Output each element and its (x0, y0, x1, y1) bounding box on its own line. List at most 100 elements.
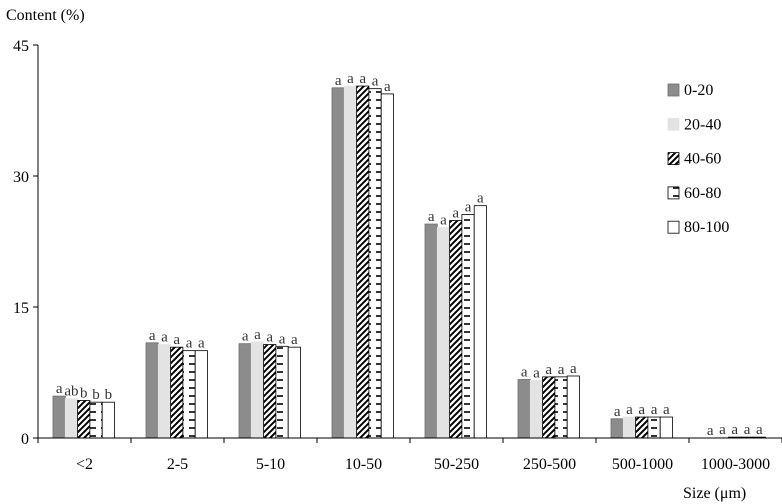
y-tick-label: 15 (13, 300, 29, 317)
significance-letter: b (80, 385, 88, 401)
bar-40-60-2-5 (170, 346, 184, 439)
y-tick-label: 45 (13, 38, 29, 55)
bar-60-80-5-10 (275, 345, 289, 439)
x-tick-label: <2 (76, 456, 93, 473)
significance-letter: a (384, 79, 391, 95)
bar-40-60-250-500 (542, 376, 556, 439)
bar-series-group (52, 85, 766, 439)
bar-20-40-50-250 (436, 227, 450, 439)
y-axis-title: Content (%) (6, 7, 85, 24)
significance-letter: a (452, 206, 459, 222)
significance-letter: a (440, 213, 447, 229)
bar-40-60-50-250 (449, 220, 463, 439)
x-tick-label: 5-10 (256, 456, 285, 473)
x-tick-label: 10-50 (345, 456, 382, 473)
significance-letter: a (372, 74, 379, 90)
significance-letter: a (266, 330, 273, 346)
legend-label: 80-100 (684, 219, 729, 236)
bar-60-80-250-500 (554, 376, 568, 439)
significance-letter: b (92, 387, 100, 403)
significance-letter: a (254, 327, 261, 343)
bar-80-100-250-500 (566, 375, 580, 439)
significance-letter: a (242, 329, 249, 345)
bar-0-20-5-10 (238, 343, 252, 439)
x-axis: <2 2-5 5-10 10-50 50-250 250-500 500-1000 1000-… (37, 437, 782, 473)
significance-letter: a (638, 402, 645, 418)
bar-0-20-<2 (52, 395, 66, 439)
significance-letter: a (359, 71, 366, 87)
x-tick-label: 250-500 (523, 456, 576, 473)
bar-40-60-5-10 (263, 344, 277, 439)
bar-80-100-10-50 (380, 93, 394, 439)
bar-80-100-2-5 (194, 350, 208, 439)
bar-60-80-2-5 (182, 350, 196, 439)
bar-80-100-5-10 (287, 346, 301, 439)
significance-letter: a (533, 365, 540, 381)
bar-20-40-250-500 (529, 379, 543, 439)
bar-40-60-10-50 (356, 85, 370, 439)
bar-60-80-50-250 (461, 214, 475, 439)
significance-letter: ab (64, 384, 78, 400)
legend-swatch (667, 152, 680, 166)
significance-letter: a (719, 422, 726, 438)
significance-letter: a (161, 330, 168, 346)
legend: 0-20 20-40 40-60 60-80 80-100 (667, 82, 729, 236)
y-axis: 0 15 30 45 (13, 38, 39, 448)
bar-60-80-10-50 (368, 88, 382, 439)
significance-letter: a (626, 402, 633, 418)
significance-letter: a (651, 402, 658, 418)
legend-item: 20-40 (667, 116, 721, 133)
significance-letter: a (56, 381, 63, 397)
bar-20-40-10-50 (343, 85, 357, 439)
bar-0-20-500-1000 (610, 418, 624, 439)
bar-80-100-<2 (101, 401, 115, 439)
bar-0-20-2-5 (145, 342, 159, 439)
legend-swatch (667, 220, 680, 234)
legend-item: 80-100 (667, 219, 729, 236)
bar-0-20-50-250 (424, 223, 438, 439)
x-tick-label: 1000-3000 (701, 456, 770, 473)
bar-80-100-500-1000 (659, 416, 673, 439)
significance-letter: a (465, 199, 472, 215)
legend-label: 60-80 (684, 185, 721, 202)
significance-letter: a (545, 362, 552, 378)
significance-letter: a (614, 404, 621, 420)
significance-letter: a (663, 402, 670, 418)
significance-letter: a (347, 71, 354, 87)
significance-letter: a (186, 336, 193, 352)
significance-letter: a (477, 191, 484, 207)
y-tick-label: 0 (21, 431, 29, 448)
bar-0-20-10-50 (331, 87, 345, 439)
significance-letter: a (570, 361, 577, 377)
legend-label: 20-40 (684, 116, 721, 133)
legend-item: 60-80 (667, 185, 721, 202)
bar-80-100-50-250 (473, 205, 487, 439)
significance-letter: a (558, 362, 565, 378)
significance-letter: a (707, 423, 714, 439)
x-axis-title: Size (μm) (683, 485, 746, 502)
bar-20-40-<2 (64, 398, 79, 439)
x-tick-label: 500-1000 (612, 456, 673, 473)
significance-letter: a (149, 328, 156, 344)
significance-letter: a (428, 209, 435, 225)
legend-item: 40-60 (667, 151, 721, 168)
legend-label: 0-20 (684, 82, 713, 99)
bar-60-80-500-1000 (647, 416, 661, 439)
x-tick-label: 2-5 (167, 456, 188, 473)
significance-letters: a ab b b ba a a a a a a a a aa a a a aa a a aaa a a a aa a a a aa a a a… (56, 71, 763, 439)
significance-letter: a (291, 332, 298, 348)
bar-20-40-500-1000 (622, 416, 636, 439)
legend-swatch (667, 117, 680, 131)
bar-0-20-250-500 (517, 379, 531, 439)
significance-letter: a (731, 422, 738, 438)
significance-letter: a (521, 364, 528, 380)
bar-40-60-500-1000 (635, 416, 649, 439)
legend-swatch (667, 83, 680, 97)
significance-letter: a (744, 422, 751, 438)
y-tick-label: 30 (13, 169, 29, 186)
bar-20-40-2-5 (157, 344, 172, 439)
significance-letter: b (105, 387, 113, 403)
legend-swatch (667, 186, 680, 200)
significance-letter: a (173, 332, 180, 348)
